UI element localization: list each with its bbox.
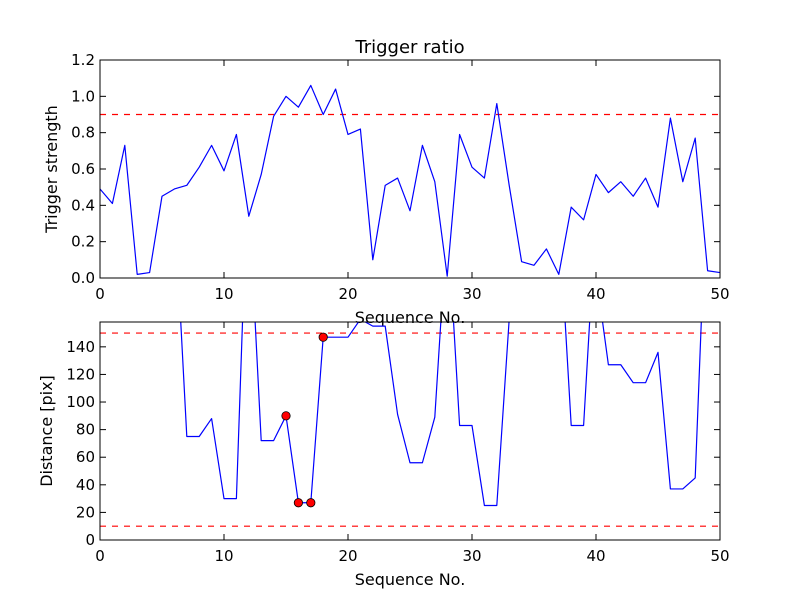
bottom-x-tick-label-4: 40 — [586, 547, 605, 565]
bottom-y-tick-label-2: 40 — [76, 476, 95, 494]
bottom-y-tick-label-6: 120 — [66, 365, 95, 383]
top-x-tick-label-2: 20 — [338, 285, 357, 303]
bottom-x-axis-label: Sequence No. — [355, 570, 466, 589]
bottom-marker-2 — [306, 498, 316, 508]
top-y-tick-label-1: 0.2 — [71, 233, 95, 251]
bottom-marker-3 — [318, 332, 328, 342]
bottom-x-tick-label-5: 50 — [710, 547, 729, 565]
distance-chart: 0 10 20 30 40 50 0 20 40 60 80 100 120 140 Sequence N… — [37, 321, 730, 589]
top-y-tick-label-4: 0.8 — [71, 124, 95, 142]
bottom-marker-1 — [293, 498, 303, 508]
top-x-tick-label-4: 40 — [586, 285, 605, 303]
top-y-tick-label-2: 0.4 — [71, 196, 95, 214]
bottom-y-tick-label-5: 100 — [66, 393, 95, 411]
top-y-axis-label: Trigger strength — [42, 105, 61, 234]
top-x-axis-label: Sequence No. — [355, 308, 466, 327]
top-x-tick-label-1: 10 — [214, 285, 233, 303]
bottom-y-tick-label-4: 80 — [76, 421, 95, 439]
bottom-series-layer — [180, 322, 702, 507]
top-series-line-0 — [100, 84, 720, 277]
top-series-layer — [100, 84, 720, 277]
bottom-y-tick-label-3: 60 — [76, 448, 95, 466]
bottom-y-axis-label: Distance [pix] — [37, 375, 56, 487]
bottom-plot-frame — [99, 321, 721, 541]
top-y-tick-label-0: 0.0 — [71, 269, 95, 287]
top-y-tick-label-6: 1.2 — [71, 51, 95, 69]
bottom-x-tick-label-2: 20 — [338, 547, 357, 565]
bottom-threshold-layer — [100, 332, 720, 527]
bottom-marker-0 — [281, 411, 291, 421]
bottom-x-tick-label-1: 10 — [214, 547, 233, 565]
top-x-tick-label-0: 0 — [95, 285, 105, 303]
bottom-x-tick-label-0: 0 — [95, 547, 105, 565]
top-x-tick-label-5: 50 — [710, 285, 729, 303]
bottom-tick-layer: 0 10 20 30 40 50 0 20 40 60 80 100 120 140 — [66, 322, 730, 565]
top-x-tick-label-3: 30 — [462, 285, 481, 303]
bottom-y-tick-label-1: 20 — [76, 503, 95, 521]
bottom-x-tick-label-3: 30 — [462, 547, 481, 565]
top-tick-layer: 0 10 20 30 40 50 0.0 0.2 0.4 0.6 0.8 1.0 1.2 — [71, 51, 729, 303]
top-y-tick-label-3: 0.6 — [71, 160, 95, 178]
bottom-y-tick-label-0: 0 — [85, 531, 95, 549]
top-y-tick-label-5: 1.0 — [71, 87, 95, 105]
bottom-y-tick-label-7: 140 — [66, 338, 95, 356]
bottom-series-line-0 — [180, 322, 702, 507]
bottom-marker-layer — [281, 332, 328, 508]
top-chart-title: Trigger ratio — [354, 37, 464, 58]
